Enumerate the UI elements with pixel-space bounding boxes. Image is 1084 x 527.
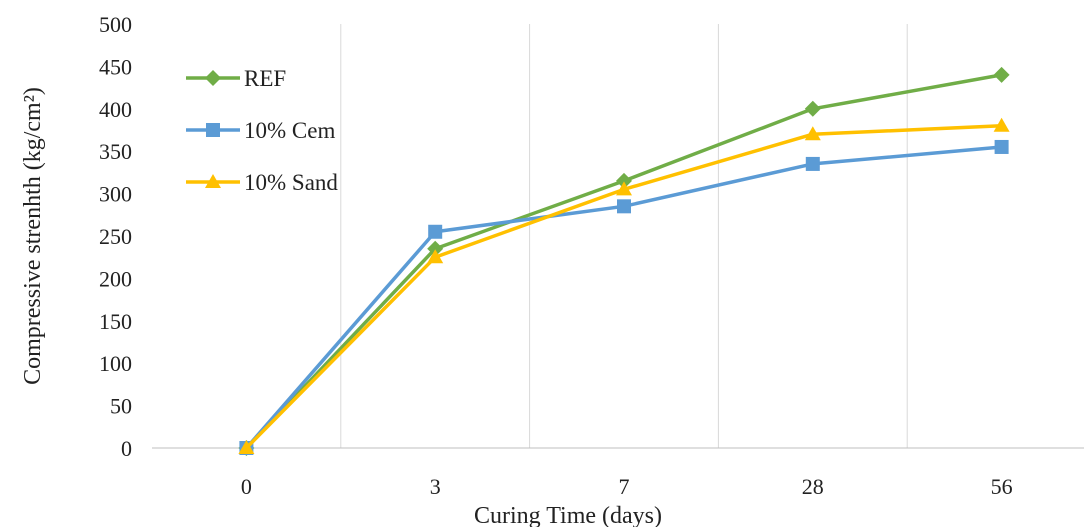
- legend-marker: [205, 70, 221, 86]
- x-tick-label: 0: [241, 474, 252, 499]
- y-tick-label: 50: [110, 394, 132, 419]
- series-2: [238, 117, 1010, 454]
- legend-label: 10% Cem: [244, 118, 335, 143]
- data-point: [617, 199, 631, 214]
- y-tick-label: 200: [99, 266, 132, 291]
- data-point: [804, 126, 821, 141]
- series-0: [238, 66, 1010, 456]
- y-tick-label: 400: [99, 97, 132, 122]
- data-point: [238, 440, 255, 454]
- data-point: [616, 181, 632, 196]
- y-tick-label: 0: [121, 436, 132, 461]
- x-tick-label: 7: [619, 474, 630, 499]
- legend-item: 10% Cem: [186, 118, 335, 143]
- data-point: [616, 172, 632, 189]
- data-point: [427, 249, 444, 264]
- x-tick-label: 28: [802, 474, 824, 499]
- data-point: [994, 139, 1009, 154]
- legend-label: REF: [244, 66, 286, 91]
- x-tick-label: 3: [430, 474, 441, 499]
- legend-item: REF: [186, 66, 286, 91]
- legend-marker: [206, 123, 220, 137]
- x-tick-label: 56: [991, 474, 1013, 499]
- data-point: [427, 240, 444, 257]
- y-tick-labels: 0 50 100 150 200 250 300 350 400 450 500: [99, 12, 132, 461]
- data-point: [428, 224, 443, 239]
- y-tick-label: 350: [99, 139, 132, 164]
- legend-label: 10% Sand: [244, 170, 338, 195]
- x-tick-labels: 0 3 7 28 56: [241, 474, 1013, 499]
- y-tick-label: 100: [99, 351, 132, 376]
- gridlines: [340, 24, 908, 448]
- y-axis-title: Compressive strenhth (kg/cm²): [20, 87, 46, 385]
- y-tick-label: 250: [99, 224, 132, 249]
- legend: REF 10% Cem 10% Sand: [186, 66, 338, 195]
- data-point: [805, 156, 820, 171]
- y-tick-label: 450: [99, 54, 132, 79]
- y-tick-label: 300: [99, 182, 132, 207]
- data-point: [993, 66, 1010, 83]
- series: [238, 66, 1010, 456]
- y-tick-label: 150: [99, 309, 132, 334]
- legend-marker: [205, 174, 221, 188]
- legend-item: 10% Sand: [186, 170, 338, 195]
- x-axis-title: Curing Time (days): [474, 503, 662, 527]
- data-point: [993, 117, 1010, 132]
- data-point: [804, 100, 821, 117]
- y-tick-label: 500: [99, 12, 132, 37]
